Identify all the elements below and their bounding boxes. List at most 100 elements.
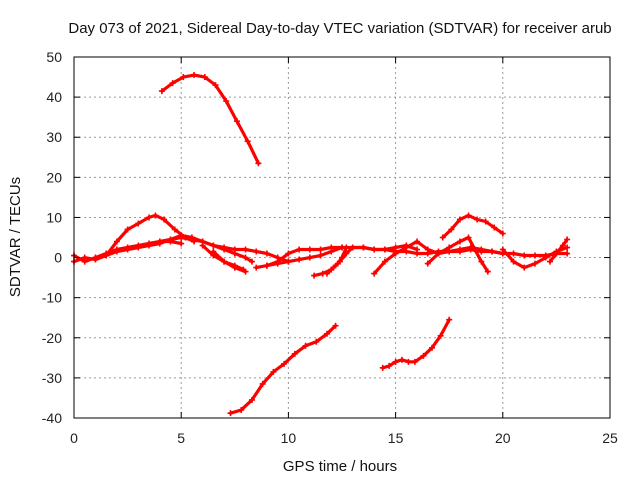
data-point bbox=[103, 250, 110, 257]
x-tick-label: 5 bbox=[177, 430, 185, 446]
data-point bbox=[270, 368, 277, 375]
data-point bbox=[336, 258, 343, 265]
data-point bbox=[167, 236, 174, 243]
tickmark-layer bbox=[73, 56, 611, 419]
data-point bbox=[146, 240, 153, 247]
data-point bbox=[499, 230, 506, 237]
data-point bbox=[178, 234, 185, 241]
data-point bbox=[405, 358, 412, 365]
data-point bbox=[379, 364, 386, 371]
data-point bbox=[323, 270, 330, 277]
data-point bbox=[227, 410, 234, 417]
data-point bbox=[113, 238, 120, 245]
data-point bbox=[135, 242, 142, 249]
data-point bbox=[330, 264, 337, 271]
series-arc-bump-morning bbox=[104, 213, 196, 258]
data-point bbox=[135, 220, 142, 227]
data-point bbox=[242, 246, 249, 253]
data-point bbox=[360, 244, 367, 251]
data-point bbox=[81, 258, 88, 265]
data-point bbox=[521, 252, 528, 259]
data-point bbox=[564, 236, 571, 243]
data-point bbox=[399, 356, 406, 363]
data-point bbox=[531, 260, 538, 267]
x-tick-label: 25 bbox=[602, 430, 618, 446]
series-arc-tail bbox=[548, 237, 569, 264]
data-point bbox=[156, 238, 163, 245]
data-point bbox=[446, 244, 453, 251]
data-point bbox=[439, 234, 446, 241]
data-point bbox=[482, 218, 489, 225]
data-point bbox=[161, 216, 168, 223]
data-point bbox=[302, 342, 309, 349]
data-point bbox=[92, 254, 99, 261]
y-tick-label: 50 bbox=[46, 49, 62, 65]
y-tick-label: -30 bbox=[42, 370, 62, 386]
data-point bbox=[349, 244, 356, 251]
data-point bbox=[414, 238, 421, 245]
series-arc-base-4 bbox=[254, 243, 419, 270]
data-point bbox=[317, 252, 324, 259]
data-point bbox=[296, 246, 303, 253]
data-point bbox=[564, 244, 571, 251]
data-point bbox=[248, 396, 255, 403]
data-point bbox=[546, 258, 553, 265]
data-point bbox=[343, 250, 350, 257]
series-arc-bump-evening bbox=[441, 213, 505, 240]
data-point bbox=[253, 248, 260, 255]
data-point bbox=[386, 362, 393, 369]
data-point bbox=[437, 332, 444, 339]
ticklabel-layer: 0 5 10 15 20 25 -40 -30 -20 -10 0 10 20 30 40 50 bbox=[42, 49, 618, 446]
data-point bbox=[311, 272, 318, 279]
data-point bbox=[306, 246, 313, 253]
data-point bbox=[296, 256, 303, 263]
data-point bbox=[456, 238, 463, 245]
data-point bbox=[542, 254, 549, 261]
data-point bbox=[313, 338, 320, 345]
data-point bbox=[306, 254, 313, 261]
x-tick-label: 15 bbox=[388, 430, 404, 446]
data-point bbox=[456, 246, 463, 253]
data-point bbox=[371, 270, 378, 277]
y-tick-label: 10 bbox=[46, 209, 62, 225]
data-point bbox=[328, 248, 335, 255]
data-point bbox=[424, 260, 431, 267]
data-point bbox=[171, 226, 178, 233]
data-layer bbox=[71, 72, 571, 417]
data-point bbox=[471, 246, 478, 253]
y-axis-label: SDTVAR / TECUs bbox=[7, 177, 24, 297]
data-point bbox=[291, 350, 298, 357]
data-point bbox=[221, 244, 228, 251]
data-point bbox=[429, 344, 436, 351]
data-point bbox=[478, 246, 485, 253]
grid-layer bbox=[74, 57, 610, 418]
y-tick-label: -10 bbox=[42, 290, 62, 306]
data-point bbox=[281, 360, 288, 367]
y-tick-label: -20 bbox=[42, 330, 62, 346]
data-point bbox=[392, 358, 399, 365]
data-point bbox=[317, 246, 324, 253]
x-axis-label: GPS time / hours bbox=[283, 458, 397, 475]
series-arc-dip-2 bbox=[211, 249, 248, 274]
data-point bbox=[233, 118, 240, 125]
data-point bbox=[188, 236, 195, 243]
data-point bbox=[521, 264, 528, 271]
data-point bbox=[559, 242, 566, 249]
x-tick-label: 10 bbox=[281, 430, 297, 446]
data-point bbox=[212, 82, 219, 89]
data-point bbox=[274, 260, 281, 267]
data-point bbox=[263, 250, 270, 257]
data-point bbox=[253, 264, 260, 271]
data-point bbox=[465, 234, 472, 241]
data-point bbox=[152, 212, 159, 219]
data-point bbox=[531, 252, 538, 259]
data-point bbox=[244, 138, 251, 145]
data-point bbox=[371, 246, 378, 253]
data-point bbox=[255, 160, 262, 167]
plot-frame bbox=[73, 56, 611, 419]
data-point bbox=[478, 258, 485, 265]
data-point bbox=[448, 226, 455, 233]
data-point bbox=[210, 248, 217, 255]
data-point bbox=[484, 268, 491, 275]
data-point bbox=[474, 216, 481, 223]
